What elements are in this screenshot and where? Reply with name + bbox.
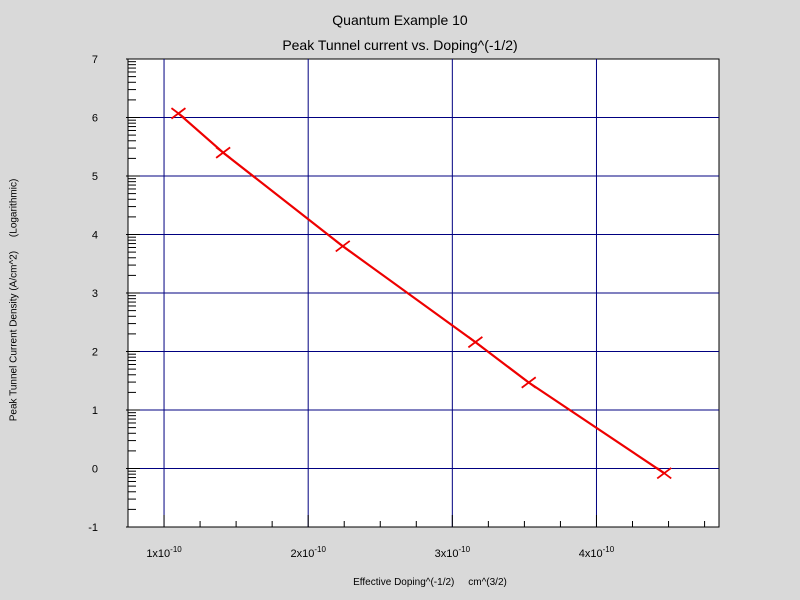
- x-tick-label: 4x10-10: [579, 545, 615, 560]
- x-tick-label: 3x10-10: [435, 545, 471, 560]
- series-line: [177, 112, 665, 475]
- y-tick-label: 5: [92, 171, 98, 183]
- y-tick-label: -1: [88, 522, 98, 534]
- y-axis-label: Peak Tunnel Current Density (A/cm^2) (Lo…: [8, 178, 20, 422]
- y-tick-label: 1: [92, 405, 98, 417]
- data-point-marker: [467, 336, 483, 349]
- y-tick-label: 0: [92, 464, 98, 476]
- data-point-marker: [215, 146, 231, 159]
- data-point-marker: [521, 376, 537, 389]
- y-tick-label: 6: [92, 113, 98, 125]
- y-tick-label: 4: [92, 230, 98, 242]
- y-tick-label: 2: [92, 347, 98, 359]
- x-tick-label: 2x10-10: [290, 545, 326, 560]
- y-tick-label: 7: [92, 54, 98, 66]
- data-point-marker: [170, 107, 186, 120]
- chart-title: Quantum Example 10: [332, 12, 468, 28]
- x-axis-label: Effective Doping^(-1/2) cm^(3/2): [353, 577, 507, 588]
- chart-subtitle: Peak Tunnel current vs. Doping^(-1/2): [282, 37, 518, 53]
- x-tick-label: 1x10-10: [146, 545, 182, 560]
- data-point-marker: [656, 467, 672, 480]
- data-point-marker: [335, 240, 351, 253]
- y-tick-label: 3: [92, 288, 98, 300]
